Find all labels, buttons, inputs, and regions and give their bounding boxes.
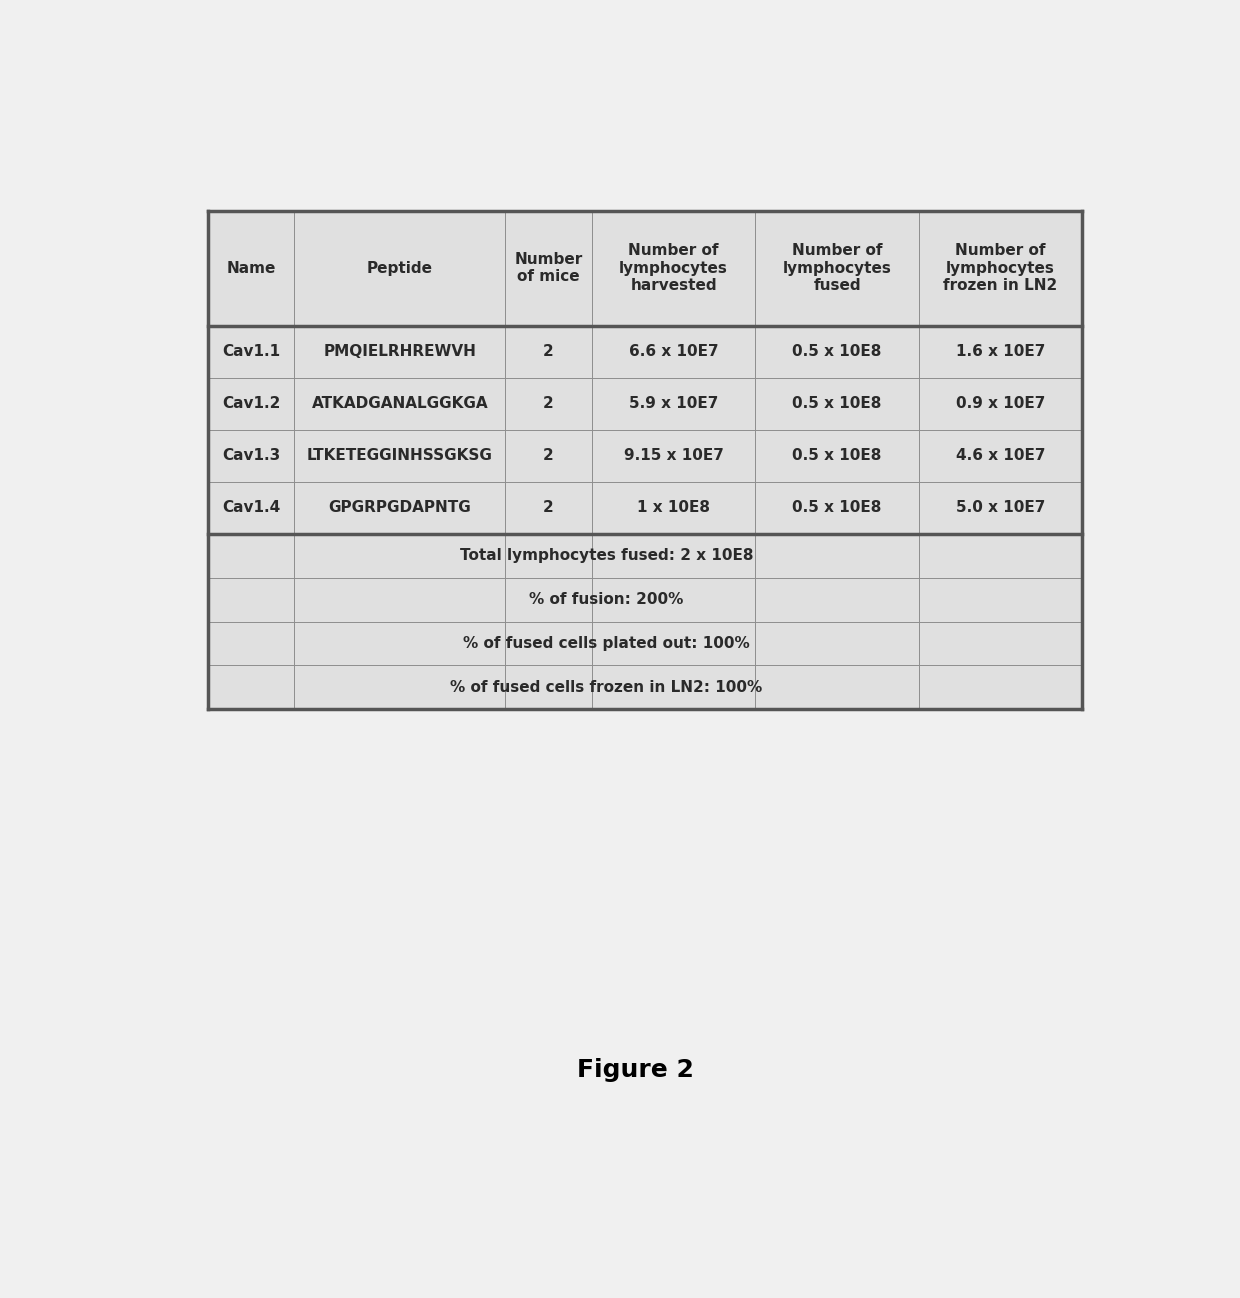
Bar [294, 533, 506, 578]
Bar [591, 326, 755, 378]
Bar [591, 533, 755, 578]
Bar [919, 210, 1083, 326]
Text: % of fusion: 200%: % of fusion: 200% [529, 592, 683, 607]
Bar [591, 482, 755, 533]
Text: Number of
lymphocytes
fused: Number of lymphocytes fused [782, 243, 892, 293]
Bar [919, 430, 1083, 482]
Bar [506, 622, 591, 666]
Bar [208, 210, 294, 326]
Text: % of fused cells frozen in LN2: 100%: % of fused cells frozen in LN2: 100% [450, 680, 763, 694]
Bar [294, 326, 506, 378]
Bar [506, 533, 591, 578]
Bar [919, 378, 1083, 430]
Text: Cav1.2: Cav1.2 [222, 396, 280, 411]
Bar [506, 326, 591, 378]
Bar [591, 578, 755, 622]
Bar [591, 430, 755, 482]
Text: 0.5 x 10E8: 0.5 x 10E8 [792, 500, 882, 515]
Text: 0.5 x 10E8: 0.5 x 10E8 [792, 396, 882, 411]
Bar [506, 210, 591, 326]
Bar [506, 378, 591, 430]
Bar [755, 578, 919, 622]
Bar [755, 666, 919, 710]
Bar [591, 666, 755, 710]
Text: Number of
lymphocytes
harvested: Number of lymphocytes harvested [619, 243, 728, 293]
Text: 6.6 x 10E7: 6.6 x 10E7 [629, 344, 718, 360]
Bar [294, 430, 506, 482]
Bar [208, 326, 294, 378]
Bar [755, 430, 919, 482]
Text: 1 x 10E8: 1 x 10E8 [637, 500, 711, 515]
Bar [506, 482, 591, 533]
Bar [208, 666, 294, 710]
Bar [919, 482, 1083, 533]
Bar [294, 210, 506, 326]
Bar [294, 622, 506, 666]
Bar [919, 666, 1083, 710]
Text: % of fused cells plated out: 100%: % of fused cells plated out: 100% [464, 636, 750, 652]
Bar [506, 578, 591, 622]
Bar [208, 430, 294, 482]
Bar [919, 533, 1083, 578]
Bar [591, 622, 755, 666]
Text: Number
of mice: Number of mice [515, 252, 583, 284]
Bar [755, 533, 919, 578]
Bar [208, 482, 294, 533]
Text: 0.9 x 10E7: 0.9 x 10E7 [956, 396, 1045, 411]
Bar [208, 533, 294, 578]
Bar [755, 210, 919, 326]
Bar [208, 378, 294, 430]
Text: Cav1.3: Cav1.3 [222, 448, 280, 463]
Text: Total lymphocytes fused: 2 x 10E8: Total lymphocytes fused: 2 x 10E8 [460, 548, 754, 563]
Text: 2: 2 [543, 344, 554, 360]
Text: 2: 2 [543, 396, 554, 411]
Bar [755, 378, 919, 430]
Text: ATKADGANALGGKGA: ATKADGANALGGKGA [311, 396, 489, 411]
Bar [591, 378, 755, 430]
Bar [755, 622, 919, 666]
Text: 4.6 x 10E7: 4.6 x 10E7 [956, 448, 1045, 463]
Bar [294, 378, 506, 430]
Text: Number of
lymphocytes
frozen in LN2: Number of lymphocytes frozen in LN2 [944, 243, 1058, 293]
Text: 0.5 x 10E8: 0.5 x 10E8 [792, 344, 882, 360]
Text: 2: 2 [543, 448, 554, 463]
Text: Peptide: Peptide [367, 261, 433, 275]
Text: Name: Name [227, 261, 275, 275]
Bar [591, 210, 755, 326]
Bar [755, 326, 919, 378]
Bar [506, 666, 591, 710]
Text: Cav1.4: Cav1.4 [222, 500, 280, 515]
Text: 5.0 x 10E7: 5.0 x 10E7 [956, 500, 1045, 515]
Bar [919, 622, 1083, 666]
Bar [919, 578, 1083, 622]
Text: 1.6 x 10E7: 1.6 x 10E7 [956, 344, 1045, 360]
Bar [294, 578, 506, 622]
Bar [208, 578, 294, 622]
Text: GPGRPGDAPNTG: GPGRPGDAPNTG [329, 500, 471, 515]
Text: 9.15 x 10E7: 9.15 x 10E7 [624, 448, 723, 463]
Text: Cav1.1: Cav1.1 [222, 344, 280, 360]
Text: PMQIELRHREWVH: PMQIELRHREWVH [324, 344, 476, 360]
Text: LTKETEGGINHSSGKSG: LTKETEGGINHSSGKSG [308, 448, 492, 463]
Text: Figure 2: Figure 2 [577, 1058, 694, 1083]
Text: 0.5 x 10E8: 0.5 x 10E8 [792, 448, 882, 463]
Bar [755, 482, 919, 533]
Text: 5.9 x 10E7: 5.9 x 10E7 [629, 396, 718, 411]
Text: 2: 2 [543, 500, 554, 515]
Bar [294, 666, 506, 710]
Bar [506, 430, 591, 482]
Bar [919, 326, 1083, 378]
Bar [294, 482, 506, 533]
Bar [208, 622, 294, 666]
